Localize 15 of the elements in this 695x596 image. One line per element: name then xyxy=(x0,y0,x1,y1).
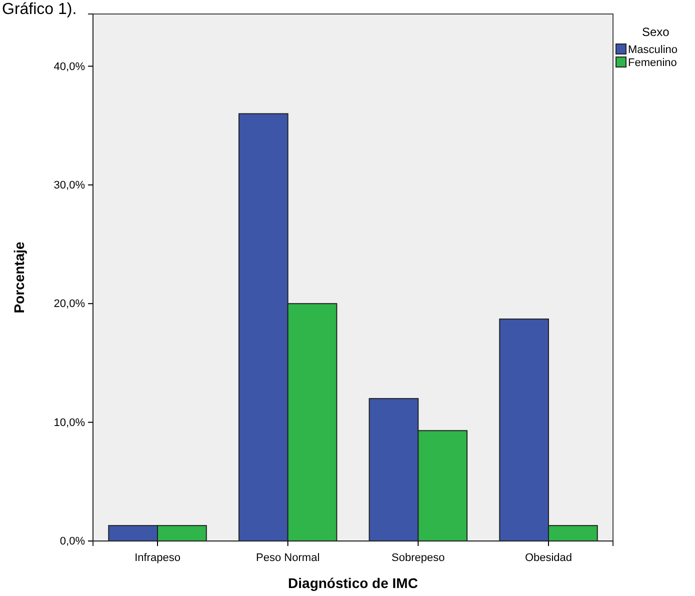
x-tick-label: Peso Normal xyxy=(256,552,320,564)
y-tick-label: 20,0% xyxy=(54,298,86,310)
text: Gráfico 1). xyxy=(2,1,77,18)
y-tick-label: 0,0% xyxy=(60,536,86,548)
legend-label: Masculino xyxy=(628,44,678,56)
y-tick-label: 10,0% xyxy=(54,416,86,429)
x-tick-label: Obesidad xyxy=(524,552,572,564)
x-tick-label: Infrapeso xyxy=(134,552,180,564)
y-tick-label: 30,0% xyxy=(54,179,86,192)
x-axis-title: Diagnóstico de IMC xyxy=(288,575,418,591)
y-tick-label: 40,0% xyxy=(54,60,86,73)
legend-label: Femenino xyxy=(628,57,677,69)
y-axis-title: Porcentaje xyxy=(11,241,27,314)
legend-title: Sexo xyxy=(642,25,670,39)
x-tick-label: Sobrepeso xyxy=(392,552,445,564)
